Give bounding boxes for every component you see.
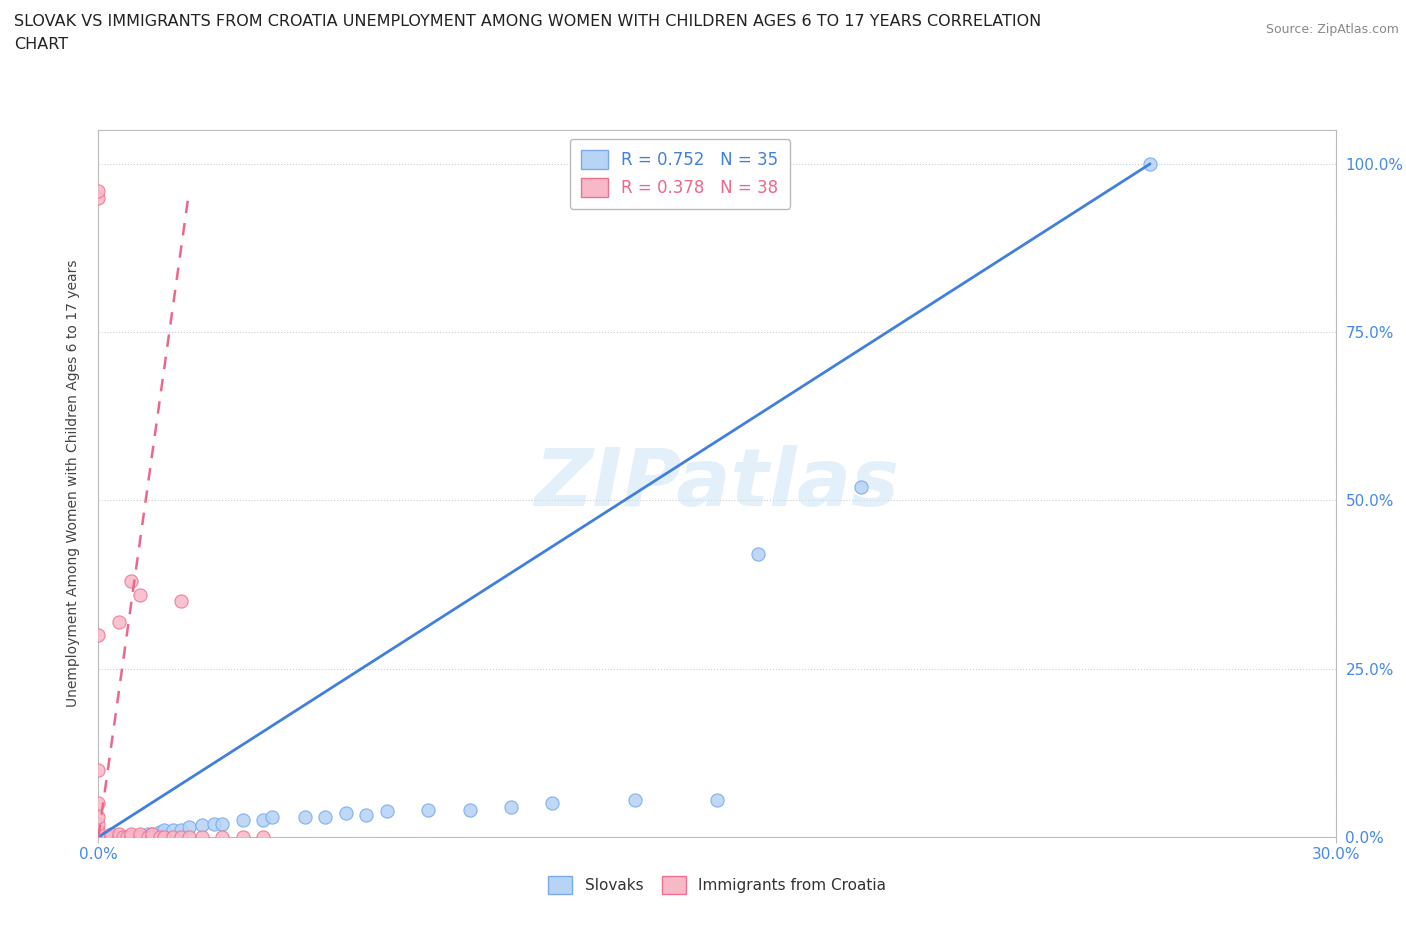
Point — [87, 830, 110, 844]
Point — [162, 823, 184, 838]
Point — [202, 817, 225, 831]
Point — [128, 830, 150, 844]
Point — [211, 817, 233, 831]
Point — [458, 803, 481, 817]
Text: CHART: CHART — [14, 37, 67, 52]
Point — [87, 183, 110, 198]
Point — [87, 796, 110, 811]
Point — [252, 813, 274, 828]
Point — [375, 804, 398, 818]
Point — [141, 826, 163, 841]
Point — [87, 628, 110, 643]
Point — [211, 830, 233, 844]
Point — [190, 817, 212, 832]
Point — [120, 574, 142, 589]
Point — [108, 830, 131, 844]
Point — [149, 824, 172, 839]
Point — [149, 830, 172, 844]
Point — [112, 830, 135, 844]
Point — [87, 823, 110, 838]
Point — [136, 830, 159, 844]
Point — [314, 809, 336, 824]
Point — [170, 823, 193, 838]
Point — [136, 826, 159, 841]
Point — [87, 763, 110, 777]
Point — [141, 830, 163, 844]
Point — [623, 792, 645, 807]
Text: ZIPatlas: ZIPatlas — [534, 445, 900, 523]
Point — [141, 826, 163, 841]
Point — [190, 830, 212, 844]
Point — [108, 830, 131, 844]
Point — [112, 830, 135, 844]
Point — [162, 830, 184, 844]
Text: Source: ZipAtlas.com: Source: ZipAtlas.com — [1265, 23, 1399, 36]
Point — [100, 830, 122, 844]
Point — [108, 614, 131, 629]
Point — [499, 799, 522, 814]
Point — [124, 830, 146, 844]
Point — [87, 830, 110, 844]
Point — [87, 817, 110, 831]
Point — [128, 826, 150, 841]
Point — [418, 803, 440, 817]
Point — [335, 806, 357, 821]
Point — [87, 826, 110, 841]
Point — [356, 808, 378, 823]
Point — [128, 830, 150, 844]
Point — [851, 480, 873, 495]
Point — [153, 823, 176, 838]
Point — [179, 819, 201, 834]
Point — [747, 547, 769, 562]
Point — [706, 792, 728, 807]
Y-axis label: Unemployment Among Women with Children Ages 6 to 17 years: Unemployment Among Women with Children A… — [66, 259, 80, 708]
Point — [96, 830, 118, 844]
Point — [100, 830, 122, 844]
Point — [132, 830, 155, 844]
Point — [232, 830, 254, 844]
Point — [232, 813, 254, 828]
Point — [100, 826, 122, 841]
Point — [260, 809, 283, 824]
Point — [541, 796, 564, 811]
Point — [128, 587, 150, 602]
Point — [179, 830, 201, 844]
Point — [120, 830, 142, 844]
Point — [1139, 156, 1161, 171]
Point — [117, 830, 139, 844]
Text: SLOVAK VS IMMIGRANTS FROM CROATIA UNEMPLOYMENT AMONG WOMEN WITH CHILDREN AGES 6 : SLOVAK VS IMMIGRANTS FROM CROATIA UNEMPL… — [14, 14, 1042, 29]
Point — [252, 830, 274, 844]
Point — [120, 826, 142, 841]
Point — [87, 824, 110, 839]
Point — [170, 830, 193, 844]
Point — [87, 190, 110, 205]
Point — [108, 826, 131, 841]
Point — [170, 594, 193, 609]
Point — [120, 830, 142, 844]
Point — [87, 809, 110, 824]
Point — [294, 809, 316, 824]
Legend: Slovaks, Immigrants from Croatia: Slovaks, Immigrants from Croatia — [541, 870, 893, 900]
Point — [153, 830, 176, 844]
